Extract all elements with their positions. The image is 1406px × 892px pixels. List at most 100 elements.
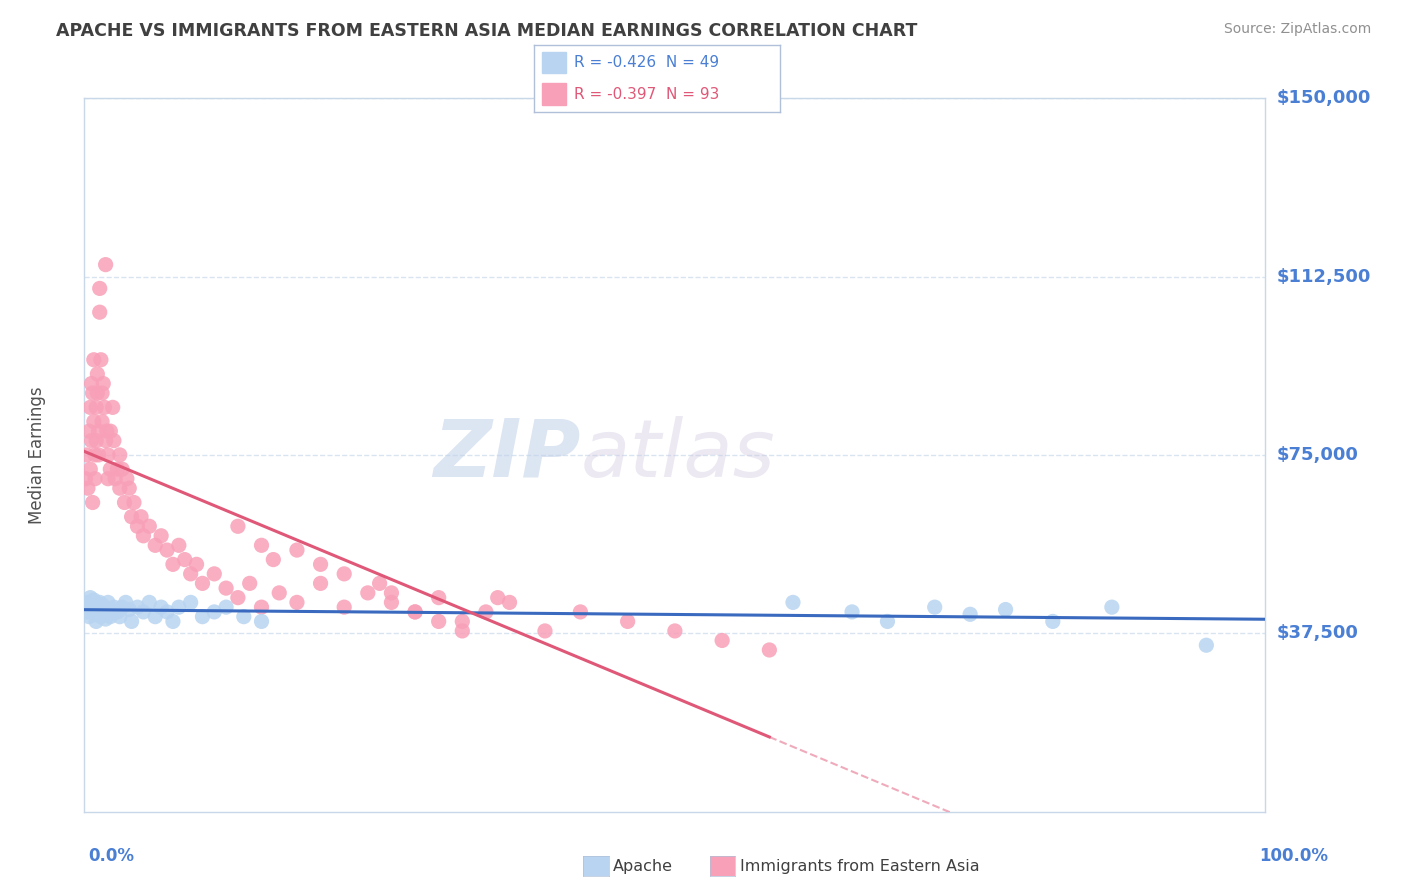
Text: 100.0%: 100.0% [1260,847,1329,865]
Point [357,586,380,600]
Point [368,576,391,591]
Point [77,609,100,624]
Point [121,615,143,629]
Text: $75,000: $75,000 [1277,446,1358,464]
Text: R = -0.397  N = 93: R = -0.397 N = 93 [574,87,718,102]
Point [711,633,734,648]
Point [77,424,100,438]
Point [82,495,104,509]
Point [83,593,105,607]
Point [427,615,450,629]
Point [91,415,114,429]
Point [87,424,110,438]
Point [80,434,103,448]
Point [91,386,114,401]
Point [121,509,143,524]
Text: Apache: Apache [613,859,673,873]
Point [108,448,131,462]
Point [924,600,946,615]
Point [186,558,208,572]
Point [90,609,112,624]
Point [758,643,780,657]
Point [156,543,179,558]
Text: APACHE VS IMMIGRANTS FROM EASTERN ASIA MEDIAN EARNINGS CORRELATION CHART: APACHE VS IMMIGRANTS FROM EASTERN ASIA M… [56,22,918,40]
Point [380,586,402,600]
Point [84,607,107,622]
Point [309,558,332,572]
Point [150,529,173,543]
Point [86,386,108,401]
Point [80,376,103,391]
Point [232,609,254,624]
Point [75,600,97,615]
Point [82,386,104,401]
Point [86,600,108,615]
Point [101,401,124,415]
Point [89,595,111,609]
Point [486,591,509,605]
Point [94,612,117,626]
Point [103,600,125,615]
Point [129,509,152,524]
Text: atlas: atlas [581,416,775,494]
Point [98,609,121,624]
Point [118,481,141,495]
Point [404,605,426,619]
Point [215,581,238,595]
Point [380,595,402,609]
Point [94,258,117,272]
Point [75,472,97,486]
Point [138,519,160,533]
Point [143,538,166,552]
Point [180,595,202,609]
Point [122,495,145,509]
Point [994,602,1017,616]
Point [167,600,190,615]
Point [138,595,160,609]
Point [84,448,107,462]
Point [127,519,149,533]
Point [498,595,520,609]
Text: R = -0.426  N = 49: R = -0.426 N = 49 [574,55,718,70]
Point [841,605,863,619]
Text: Source: ZipAtlas.com: Source: ZipAtlas.com [1223,22,1371,37]
Point [262,552,284,566]
Point [107,462,129,476]
Point [94,434,117,448]
Point [118,602,141,616]
Point [132,529,155,543]
Point [103,434,125,448]
Bar [541,83,567,104]
Point [96,424,118,438]
Point [269,586,291,600]
Point [108,481,131,495]
Text: $150,000: $150,000 [1277,89,1371,107]
Point [250,600,273,615]
Point [91,602,114,616]
Point [84,472,107,486]
Point [79,591,101,605]
Point [91,598,114,612]
Point [569,605,592,619]
Text: Immigrants from Eastern Asia: Immigrants from Eastern Asia [740,859,979,873]
Point [86,367,108,381]
Point [475,605,498,619]
Point [97,448,120,462]
Point [87,605,110,619]
Point [83,415,105,429]
Point [250,615,273,629]
Point [959,607,981,622]
Text: $37,500: $37,500 [1277,624,1358,642]
Point [150,600,173,615]
Point [84,615,107,629]
Point [250,538,273,552]
Point [82,602,104,616]
Point [167,538,190,552]
Point [309,576,332,591]
Point [202,566,225,581]
Point [98,424,121,438]
Point [79,462,101,476]
Point [191,609,214,624]
Point [180,566,202,581]
Point [89,281,111,295]
